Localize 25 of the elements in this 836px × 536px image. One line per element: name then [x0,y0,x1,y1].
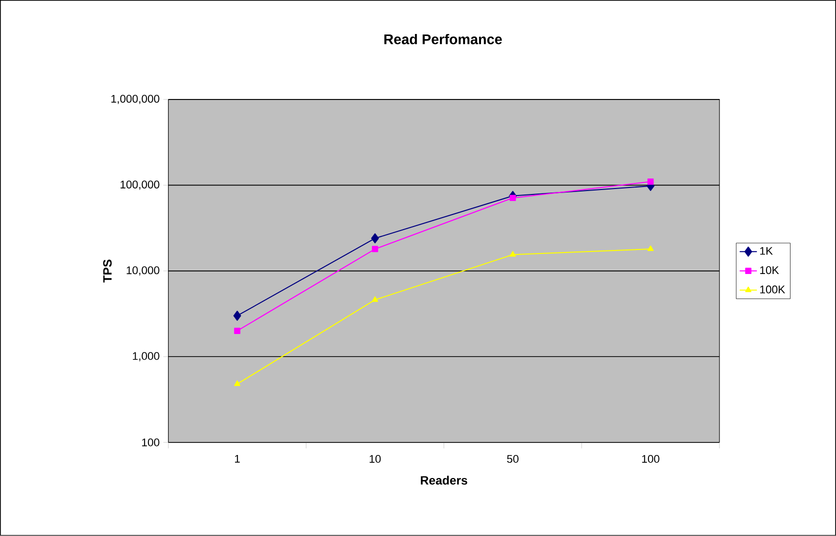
y-tick-label: 1,000 [132,352,160,362]
chart-title: Read Perfomance [384,34,502,44]
point [510,194,516,202]
x-tick-label: 10 [370,455,381,463]
point [371,233,379,244]
legend-label: 10K [760,266,779,274]
x-tick-label: 50 [507,455,518,463]
y-tick-label: 1,000,000 [111,94,160,104]
point [234,380,240,386]
point [234,328,240,334]
x-tick-label: 1 [235,455,240,463]
x-axis-title: Readers [420,476,468,485]
legend-label: 1K [760,247,773,255]
y-tick-label: 100,000 [120,180,160,190]
y-axis-title: TPS [103,260,112,283]
point [372,296,378,302]
legend-label: 100K [760,286,786,294]
x-tick-label: 100 [642,455,660,463]
point [647,246,654,252]
point [233,310,242,321]
y-tick-label: 100 [142,438,160,446]
point [372,246,378,252]
y-tick-label: 10,000 [126,266,160,276]
point [647,178,654,185]
point [510,251,516,257]
